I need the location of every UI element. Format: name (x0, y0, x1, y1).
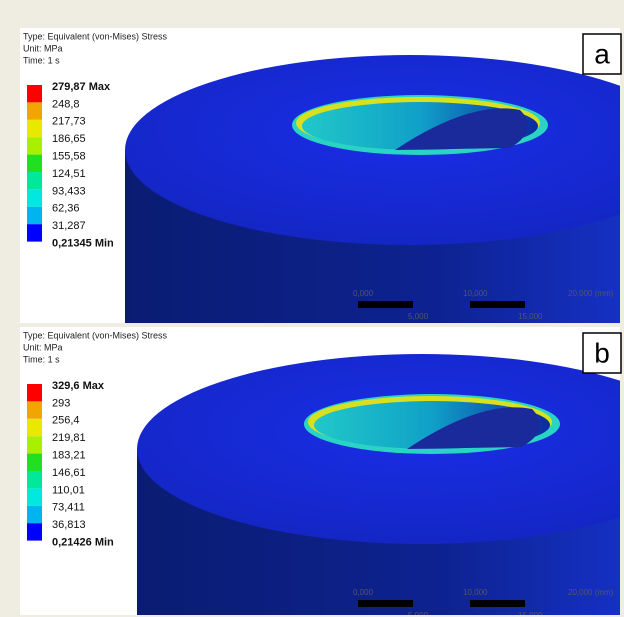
legend-swatch (27, 102, 42, 119)
legend-label: 256,4 (52, 415, 80, 427)
panel: 0,000 10,000 20,000 (mm) 5,000 15,000 Type: E… (20, 327, 624, 617)
scale-label: 5,000 (408, 611, 429, 617)
scale-label: 20,000 (mm) (568, 289, 614, 298)
legend-swatch (27, 471, 42, 488)
legend-swatch (27, 224, 42, 241)
legend-label: 186,65 (52, 133, 86, 145)
legend-label: 155,58 (52, 151, 86, 163)
legend-swatch (27, 454, 42, 471)
scale-label: 0,000 (353, 289, 374, 298)
result-type: Type: Equivalent (von-Mises) Stress (23, 31, 168, 41)
legend-label: 183,21 (52, 450, 86, 462)
legend-label: 329,6 Max (52, 380, 105, 392)
panel-label: a (594, 38, 610, 69)
legend-label: 0,21426 Min (52, 537, 114, 549)
legend-swatch (27, 523, 42, 540)
scale-bar (358, 301, 413, 308)
result-time: Time: 1 s (23, 55, 60, 65)
panel: 0,000 10,000 20,000 (mm) 5,000 15,000 Type: E… (20, 28, 624, 338)
result-type: Type: Equivalent (von-Mises) Stress (23, 330, 168, 340)
legend-swatch (27, 172, 42, 189)
legend-label: 93,433 (52, 185, 86, 197)
legend-label: 279,87 Max (52, 81, 111, 93)
legend-swatch (27, 419, 42, 436)
legend-label: 110,01 (52, 484, 85, 496)
result-time: Time: 1 s (23, 354, 60, 364)
legend-label: 62,36 (52, 203, 80, 215)
scale-bar (470, 301, 525, 308)
legend-swatch (27, 155, 42, 172)
scale-label: 5,000 (408, 312, 429, 321)
legend-swatch (27, 488, 42, 505)
legend-swatch (27, 436, 42, 453)
scale-label: 10,000 (463, 289, 488, 298)
legend-swatch (27, 207, 42, 224)
model-view: 0,000 10,000 20,000 (mm) 5,000 15,000 (20, 327, 624, 617)
legend-label: 124,51 (52, 168, 86, 180)
panel-label: b (594, 337, 610, 368)
legend-swatch (27, 120, 42, 137)
scale-label: 15,000 (518, 312, 543, 321)
legend-label: 146,61 (52, 467, 86, 479)
scale-label: 0,000 (353, 588, 374, 597)
legend-label: 36,813 (52, 519, 86, 531)
scale-label: 10,000 (463, 588, 488, 597)
legend-swatch (27, 85, 42, 102)
legend-label: 73,411 (52, 502, 85, 514)
result-unit: Unit: MPa (23, 342, 63, 352)
legend-label: 31,287 (52, 220, 86, 232)
legend-label: 219,81 (52, 432, 86, 444)
legend-label: 0,21345 Min (52, 238, 114, 250)
result-unit: Unit: MPa (23, 43, 63, 53)
scale-bar (470, 600, 525, 607)
model-view: 0,000 10,000 20,000 (mm) 5,000 15,000 (20, 28, 624, 338)
legend-swatch (27, 384, 42, 401)
legend-label: 248,8 (52, 98, 80, 110)
figure: 0,000 10,000 20,000 (mm) 5,000 15,000 Type: E… (0, 0, 624, 617)
legend-swatch (27, 506, 42, 523)
legend-label: 217,73 (52, 116, 86, 128)
legend-label: 293 (52, 397, 70, 409)
legend-swatch (27, 189, 42, 206)
scale-bar (358, 600, 413, 607)
legend-swatch (27, 137, 42, 154)
scale-label: 15,000 (518, 611, 543, 617)
legend-swatch (27, 401, 42, 418)
scale-label: 20,000 (mm) (568, 588, 614, 597)
